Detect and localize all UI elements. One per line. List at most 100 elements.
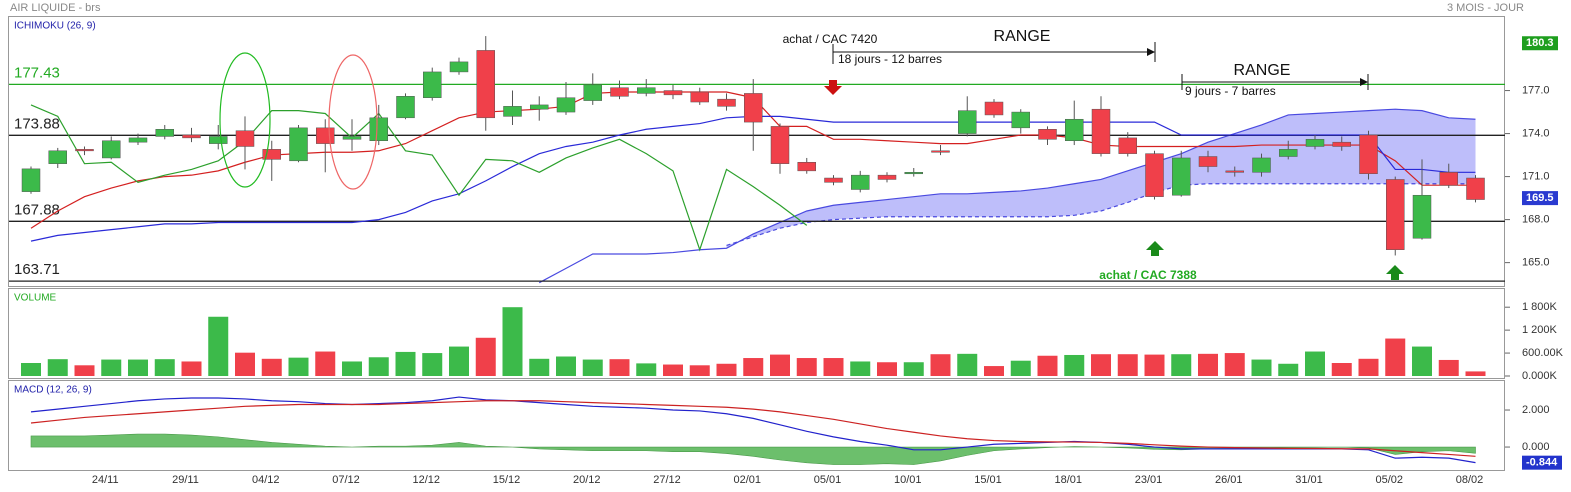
x-tick-label: 31/01	[1295, 474, 1323, 486]
candle-body	[209, 136, 228, 144]
volume-bar	[1358, 358, 1379, 376]
highlight-ellipse	[328, 54, 378, 190]
span-annotation: 18 jours - 12 barres	[838, 52, 942, 66]
arrow-head	[1147, 48, 1155, 56]
y-tick-label: 0.000K	[1522, 370, 1558, 382]
x-tick-label: 10/01	[894, 474, 922, 486]
candle-body	[1225, 170, 1244, 173]
volume-bar	[796, 358, 817, 376]
volume-bar	[1117, 354, 1138, 376]
x-tick-label: 27/12	[653, 474, 681, 486]
volume-bar	[984, 366, 1004, 376]
range-annotation: RANGE	[1234, 62, 1291, 79]
x-tick-label: 07/12	[332, 474, 360, 486]
volume-bar	[877, 362, 897, 376]
candle-body	[48, 150, 67, 164]
candle-body	[717, 98, 736, 107]
x-tick-label: 05/01	[814, 474, 842, 486]
macd-pane	[8, 380, 1505, 471]
instrument-title: AIR LIQUIDE - brs	[10, 2, 101, 14]
volume-bar	[1224, 353, 1245, 376]
volume-bar	[1438, 359, 1459, 376]
x-tick-label: 20/12	[573, 474, 601, 486]
value-tag-label: -0.844	[1526, 457, 1558, 469]
x-tick-label: 18/01	[1054, 474, 1082, 486]
candle-body	[984, 101, 1004, 116]
volume-bar	[1412, 346, 1432, 376]
candle-body	[690, 91, 709, 103]
candle-body	[503, 106, 522, 117]
price-tag	[1522, 191, 1558, 206]
y-tick-label: 600.00K	[1522, 347, 1564, 359]
volume-bar	[663, 364, 683, 376]
volume-bar	[556, 356, 576, 376]
buy-annotation: achat / CAC 7388	[1099, 268, 1197, 282]
candle-body	[1332, 141, 1351, 147]
candle-body	[824, 177, 843, 183]
cloud-lower	[726, 183, 1476, 246]
volume-bar	[288, 357, 309, 376]
y-tick-label: 177.0	[1522, 84, 1550, 96]
volume-bar	[1198, 353, 1218, 376]
candle-body	[958, 110, 977, 134]
highlight-ellipse	[219, 52, 271, 188]
volume-bar	[1010, 360, 1031, 376]
volume-bar	[422, 353, 443, 376]
volume-bar	[208, 316, 229, 376]
candle-body	[1091, 108, 1111, 154]
candle-body	[369, 117, 388, 141]
volume-bar	[1251, 359, 1272, 376]
volume-bar	[1037, 355, 1058, 376]
volume-bar	[128, 359, 148, 376]
candle-body	[1412, 194, 1432, 239]
volume-bar	[154, 359, 175, 376]
buy-arrow	[1386, 265, 1404, 280]
volume-bar	[235, 352, 255, 376]
volume-bar	[315, 351, 336, 376]
candle-body	[1386, 179, 1405, 250]
x-tick-label: 04/12	[252, 474, 280, 486]
candle-body	[128, 137, 148, 143]
candle-body	[1279, 149, 1298, 157]
volume-bar	[609, 359, 630, 376]
macd-line	[30, 400, 1476, 457]
candle-body	[1145, 153, 1164, 197]
volume-bar	[930, 354, 951, 376]
y-tick-label: 165.0	[1522, 257, 1550, 269]
annotations: achat / CAC 7420 18 jours - 12 barres RA…	[219, 28, 1404, 282]
y-tick-label: 1 200K	[1522, 324, 1558, 336]
volume-bar	[395, 351, 416, 376]
candle-body	[1252, 157, 1271, 173]
buy-arrow	[1146, 241, 1164, 256]
candle-body	[583, 84, 602, 101]
volume-bar	[181, 361, 202, 376]
level-label: 173.88	[14, 115, 60, 132]
y-tick-label: 2.000	[1522, 404, 1550, 416]
candle-body	[476, 50, 495, 119]
x-tick-label: 12/12	[412, 474, 440, 486]
candle-body	[102, 140, 121, 159]
candle-body	[1439, 172, 1458, 186]
volume-bar	[1091, 354, 1111, 376]
volume-bar	[1465, 371, 1486, 376]
macd-label: MACD (12, 26, 9)	[14, 385, 92, 396]
price-tag	[1522, 36, 1558, 51]
volume-bar	[770, 354, 790, 376]
period: 3 MOIS - JOUR	[1447, 2, 1524, 14]
y-tick-label: 1 800K	[1522, 301, 1558, 313]
candle-body	[744, 93, 763, 123]
x-tick-label: 08/02	[1456, 474, 1484, 486]
candle-body	[235, 130, 255, 147]
price-pane	[8, 16, 1505, 287]
indicator-line	[30, 104, 808, 252]
candle-body	[155, 129, 174, 137]
y-tick-label: 174.0	[1522, 127, 1550, 139]
volume-bar	[449, 346, 469, 376]
x-tick-label: 05/02	[1375, 474, 1403, 486]
candle-body	[1305, 139, 1325, 147]
candle-body	[1359, 134, 1378, 174]
x-tick-label: 23/01	[1135, 474, 1163, 486]
volume-bar	[1278, 363, 1299, 376]
